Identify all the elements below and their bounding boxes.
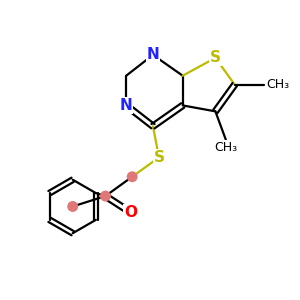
Text: S: S — [210, 50, 221, 65]
Circle shape — [101, 191, 110, 201]
Text: CH₃: CH₃ — [266, 78, 289, 91]
Text: N: N — [147, 47, 159, 62]
Circle shape — [128, 172, 137, 182]
Text: CH₃: CH₃ — [214, 141, 237, 154]
Circle shape — [68, 202, 77, 211]
Text: O: O — [124, 205, 137, 220]
Text: N: N — [120, 98, 133, 113]
Text: S: S — [153, 150, 164, 165]
